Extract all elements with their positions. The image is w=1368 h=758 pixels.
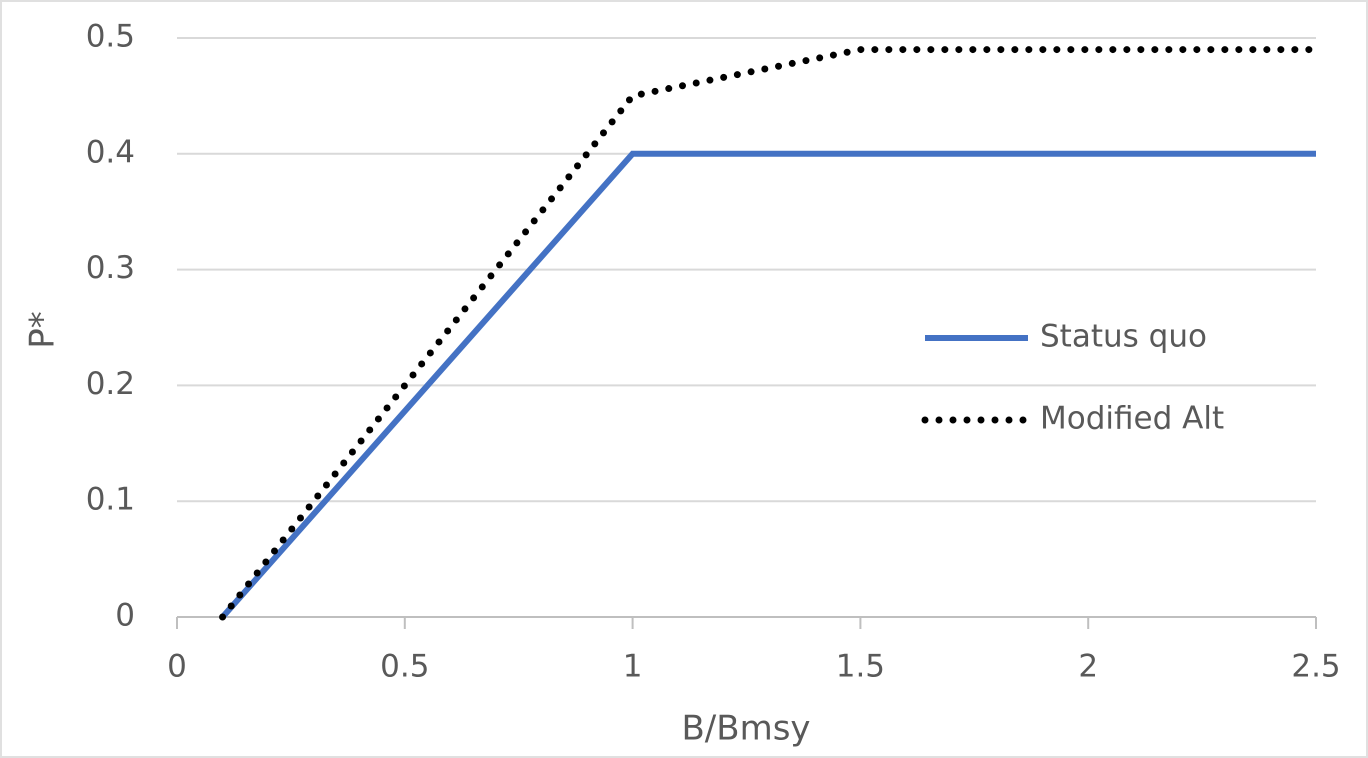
- x-tick-label: 0.5: [380, 649, 429, 685]
- x-tick-label: 2.5: [1291, 649, 1340, 685]
- y-tick-label: 0.5: [86, 19, 135, 55]
- y-tick-label: 0.1: [86, 482, 135, 518]
- x-tick-label: 0: [167, 649, 187, 685]
- x-axis-label: B/Bmsy: [681, 709, 810, 749]
- legend-label: Modified Alt: [1040, 401, 1224, 437]
- y-tick-label: 0.4: [86, 134, 135, 170]
- y-axis-label: P*: [23, 311, 63, 349]
- y-tick-label: 0: [115, 598, 135, 634]
- x-tick-label: 2: [1078, 649, 1098, 685]
- y-tick-label: 0.3: [86, 250, 135, 286]
- series-line: [219, 46, 1320, 621]
- x-tick-label: 1.5: [836, 649, 885, 685]
- legend-label: Status quo: [1040, 319, 1207, 355]
- series-line: [220, 150, 1316, 619]
- y-tick-label: 0.2: [86, 366, 135, 402]
- x-tick-label: 1: [623, 649, 643, 685]
